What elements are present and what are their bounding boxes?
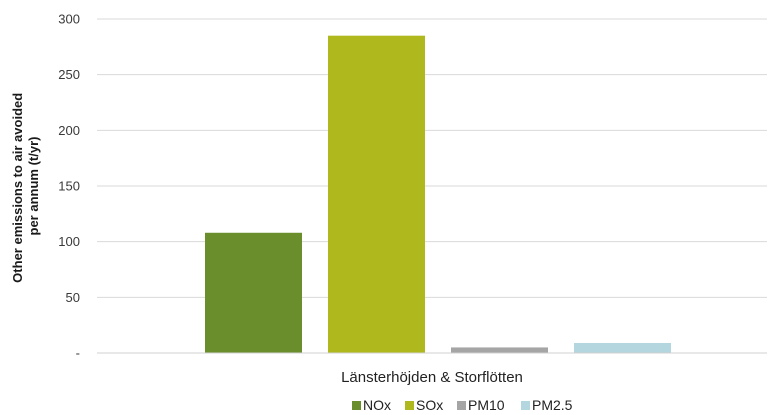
bar-pm10 — [451, 347, 548, 353]
y-tick-label: - — [76, 346, 80, 361]
legend-swatch — [521, 401, 530, 410]
y-axis-label-line-1: Other emissions to air avoided — [10, 93, 25, 283]
y-tick-label: 200 — [58, 123, 80, 138]
y-tick-label: 100 — [58, 234, 80, 249]
legend-label: SOx — [416, 397, 443, 413]
legend-swatch — [457, 401, 466, 410]
legend-label: NOx — [363, 397, 391, 413]
gridlines — [97, 18, 767, 298]
x-category-label: Länsterhöjden & Storflötten — [341, 369, 523, 386]
bars — [205, 35, 671, 353]
y-tick-label: 150 — [58, 179, 80, 194]
y-axis-tick-labels: - 50 100 150 200 250 300 — [58, 12, 80, 361]
bar-nox — [205, 232, 302, 353]
y-axis-label: Other emissions to air avoided per annum… — [10, 89, 41, 283]
legend-swatch — [352, 401, 361, 410]
y-tick-label: 250 — [58, 67, 80, 82]
y-tick-label: 50 — [66, 290, 80, 305]
legend-swatch — [405, 401, 414, 410]
bar-sox — [328, 35, 425, 353]
y-tick-label: 300 — [58, 12, 80, 27]
y-axis-label-line-2: per annum (t/yr) — [26, 137, 41, 236]
legend: NOx SOx PM10 PM2.5 — [352, 397, 573, 413]
legend-label: PM10 — [468, 397, 505, 413]
bar-pm25 — [574, 342, 671, 353]
legend-label: PM2.5 — [532, 397, 573, 413]
